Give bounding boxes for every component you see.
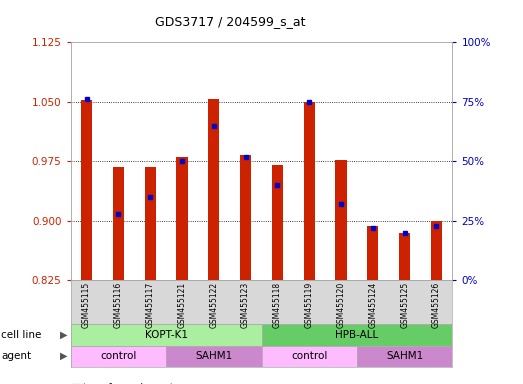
Bar <box>144 167 156 280</box>
Bar <box>113 167 124 280</box>
Text: control: control <box>291 351 327 361</box>
Bar <box>166 346 262 367</box>
Text: KOPT-K1: KOPT-K1 <box>144 330 188 340</box>
Bar <box>399 233 410 280</box>
Text: ■: ■ <box>71 383 81 384</box>
Bar <box>304 102 315 280</box>
Text: ▶: ▶ <box>60 351 67 361</box>
Text: cell line: cell line <box>1 330 41 340</box>
Bar <box>208 99 219 280</box>
Bar <box>357 346 452 367</box>
Bar <box>335 160 347 280</box>
Text: GDS3717 / 204599_s_at: GDS3717 / 204599_s_at <box>155 15 305 28</box>
Text: SAHM1: SAHM1 <box>195 351 232 361</box>
Bar <box>81 100 92 280</box>
Bar <box>262 324 452 346</box>
Bar <box>71 324 262 346</box>
Text: SAHM1: SAHM1 <box>386 351 423 361</box>
Text: ▶: ▶ <box>60 330 67 340</box>
Text: transformed count: transformed count <box>83 383 174 384</box>
Text: control: control <box>100 351 137 361</box>
Bar <box>240 155 251 280</box>
Text: agent: agent <box>1 351 31 361</box>
Bar <box>272 165 283 280</box>
Bar <box>71 346 166 367</box>
Bar <box>367 226 379 280</box>
Bar <box>262 346 357 367</box>
Text: HPB-ALL: HPB-ALL <box>335 330 379 340</box>
Bar <box>431 221 442 280</box>
Bar <box>176 157 188 280</box>
